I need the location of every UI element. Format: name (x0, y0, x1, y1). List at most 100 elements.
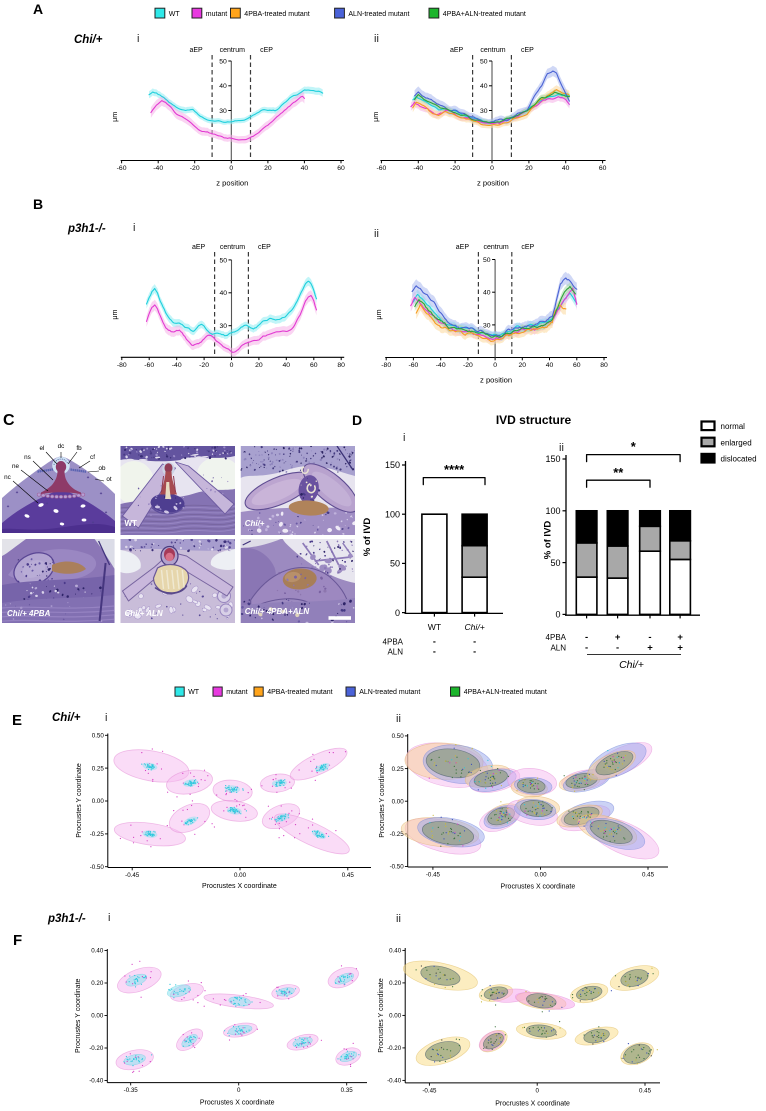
svg-text:4PBA+ALN-treated mutant: 4PBA+ALN-treated mutant (464, 689, 547, 696)
svg-text:✦: ✦ (104, 510, 108, 515)
svg-text:Chi/+ ALN: Chi/+ ALN (125, 609, 163, 618)
svg-text:80: 80 (600, 362, 608, 369)
svg-text:-0.35: -0.35 (124, 1087, 139, 1094)
svg-text:50: 50 (483, 257, 491, 264)
svg-text:centrum: centrum (480, 47, 505, 54)
svg-text:0: 0 (230, 362, 234, 369)
svg-text:cEP: cEP (521, 244, 534, 251)
svg-text:ii: ii (396, 713, 401, 725)
svg-text:50: 50 (480, 58, 488, 65)
svg-text:enlarged: enlarged (721, 438, 752, 447)
svg-text:aEP: aEP (189, 47, 203, 54)
svg-text:-60: -60 (376, 165, 386, 172)
svg-text:ii: ii (559, 442, 564, 454)
svg-text:% of IVD: % of IVD (362, 518, 373, 557)
svg-text:-0.50: -0.50 (390, 864, 405, 871)
svg-text:40: 40 (480, 83, 488, 90)
svg-text:60: 60 (337, 165, 345, 172)
svg-text:aEP: aEP (456, 244, 470, 251)
svg-text:-20: -20 (450, 165, 460, 172)
svg-text:0.25: 0.25 (392, 766, 405, 773)
svg-text:ns: ns (24, 454, 31, 461)
svg-text:**: ** (613, 465, 624, 480)
svg-text:4PBA-treated mutant: 4PBA-treated mutant (244, 11, 309, 18)
svg-text:✦: ✦ (99, 491, 103, 496)
svg-text:centrum: centrum (220, 244, 245, 251)
svg-text:0: 0 (237, 1087, 241, 1094)
svg-text:-0.45: -0.45 (125, 872, 140, 879)
svg-text:-0.40: -0.40 (387, 1078, 402, 1085)
svg-text:40: 40 (219, 290, 227, 297)
svg-text:30: 30 (483, 322, 491, 329)
svg-text:-: - (585, 643, 588, 654)
svg-text:Procrustes Y coordinate: Procrustes Y coordinate (76, 763, 83, 838)
svg-text:4PBA: 4PBA (546, 633, 567, 642)
svg-text:0.20: 0.20 (91, 980, 104, 987)
svg-text:ob: ob (98, 465, 106, 472)
svg-text:-: - (433, 647, 436, 657)
svg-text:0: 0 (493, 362, 497, 369)
svg-text:150: 150 (545, 454, 560, 464)
svg-text:dc: dc (58, 443, 65, 450)
svg-text:60: 60 (599, 165, 607, 172)
svg-text:-40: -40 (413, 165, 423, 172)
svg-text:z position: z position (477, 179, 509, 188)
svg-text:B: B (33, 196, 43, 212)
svg-text:Procrustes X coordinate: Procrustes X coordinate (200, 1100, 275, 1107)
svg-text:i: i (133, 222, 135, 234)
svg-text:WT: WT (188, 689, 200, 696)
svg-text:4PBA+ALN-treated mutant: 4PBA+ALN-treated mutant (443, 11, 526, 18)
svg-text:mutant: mutant (206, 11, 227, 18)
svg-text:-: - (473, 637, 476, 647)
svg-text:✦: ✦ (6, 504, 10, 509)
svg-text:-80: -80 (117, 362, 127, 369)
svg-text:μm: μm (374, 309, 383, 319)
svg-text:80: 80 (337, 362, 345, 369)
svg-text:F: F (13, 932, 22, 949)
svg-text:% of IVD: % of IVD (543, 521, 554, 560)
svg-text:0.00: 0.00 (389, 1013, 402, 1020)
svg-text:✦: ✦ (45, 501, 49, 506)
svg-text:centrum: centrum (220, 47, 245, 54)
svg-text:C: C (3, 412, 15, 429)
svg-text:0.35: 0.35 (341, 1087, 354, 1094)
svg-text:-: - (648, 632, 651, 643)
svg-text:μm: μm (110, 310, 119, 320)
svg-text:ot: ot (106, 476, 112, 483)
svg-text:Procrustes Y coordinate: Procrustes Y coordinate (378, 978, 385, 1053)
svg-text:-: - (433, 637, 436, 647)
svg-text:aEP: aEP (450, 47, 464, 54)
svg-text:nc: nc (4, 474, 11, 481)
svg-text:30: 30 (219, 108, 227, 115)
svg-text:Procrustes X coordinate: Procrustes X coordinate (495, 1101, 570, 1108)
svg-text:0.25: 0.25 (92, 765, 105, 772)
svg-text:0.00: 0.00 (534, 872, 547, 879)
svg-text:Chi/+: Chi/+ (464, 622, 484, 632)
svg-text:Procrustes X coordinate: Procrustes X coordinate (501, 884, 576, 891)
svg-text:40: 40 (283, 362, 291, 369)
svg-text:50: 50 (219, 58, 227, 65)
svg-text:0.00: 0.00 (91, 1013, 104, 1020)
svg-text:0: 0 (535, 1087, 539, 1094)
svg-text:dislocated: dislocated (721, 455, 757, 464)
svg-text:i: i (403, 432, 405, 444)
svg-text:-0.50: -0.50 (90, 864, 105, 871)
svg-text:20: 20 (519, 362, 527, 369)
svg-text:cEP: cEP (521, 47, 534, 54)
svg-text:40: 40 (546, 362, 554, 369)
svg-text:el: el (40, 445, 45, 452)
svg-text:Procrustes Y coordinate: Procrustes Y coordinate (379, 763, 386, 838)
svg-text:WT: WT (428, 622, 442, 632)
svg-text:fb: fb (76, 445, 82, 452)
svg-text:40: 40 (219, 83, 227, 90)
svg-text:4PBA: 4PBA (383, 638, 404, 647)
svg-text:μm: μm (110, 112, 119, 122)
svg-text:-0.40: -0.40 (89, 1078, 104, 1085)
svg-text:0.00: 0.00 (392, 798, 405, 805)
svg-text:Chi/+: Chi/+ (74, 34, 103, 46)
svg-text:-0.25: -0.25 (90, 831, 105, 838)
svg-text:+: + (615, 632, 621, 643)
svg-text:A: A (33, 1, 43, 17)
svg-text:z position: z position (216, 179, 248, 188)
svg-text:4PBA-treated mutant: 4PBA-treated mutant (267, 689, 332, 696)
